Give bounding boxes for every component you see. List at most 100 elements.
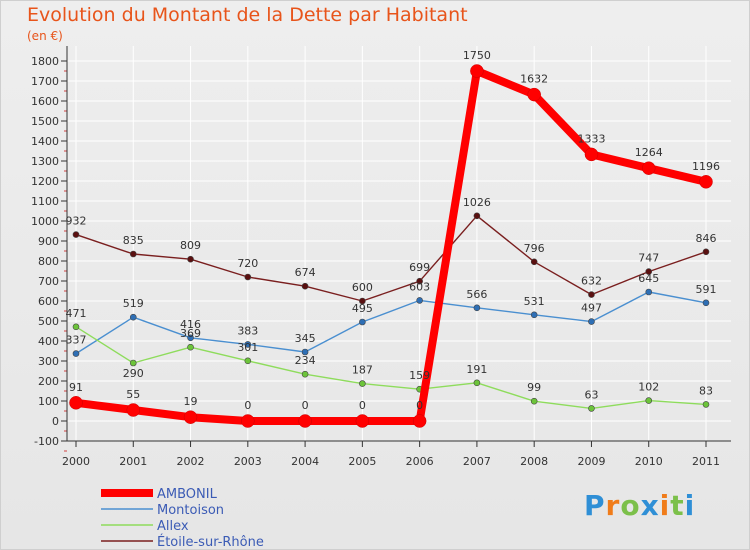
data-point xyxy=(241,414,255,428)
data-point xyxy=(126,403,141,417)
y-tick-label: 800 xyxy=(38,255,59,268)
data-label: 674 xyxy=(295,266,316,279)
data-point xyxy=(588,318,595,325)
data-point xyxy=(187,334,194,342)
data-label: 159 xyxy=(409,369,430,382)
data-label: 1333 xyxy=(577,132,605,145)
data-label: 645 xyxy=(638,272,659,285)
data-point xyxy=(301,370,309,378)
x-tick-label: 2001 xyxy=(119,455,147,468)
legend-label: Allex xyxy=(157,519,189,534)
data-label: 566 xyxy=(466,288,487,301)
y-tick-label: 900 xyxy=(38,235,59,248)
data-point xyxy=(702,401,710,408)
axes: -100010020030040050060070080090010001100… xyxy=(31,46,731,468)
data-label: 301 xyxy=(237,341,258,354)
data-label: 63 xyxy=(584,388,598,401)
data-label: 497 xyxy=(581,302,602,315)
x-tick-label: 2003 xyxy=(234,455,262,468)
x-tick-label: 2010 xyxy=(635,455,663,468)
data-point xyxy=(530,311,538,319)
data-point xyxy=(359,297,366,305)
data-label: 337 xyxy=(66,334,87,347)
data-point xyxy=(530,258,538,266)
data-label: 835 xyxy=(123,234,144,247)
chart-unit: (en €) xyxy=(27,29,63,43)
data-label: 632 xyxy=(581,275,602,288)
data-point xyxy=(645,268,653,275)
data-label: 1196 xyxy=(692,160,720,173)
y-tick-label: 100 xyxy=(38,395,59,408)
data-point xyxy=(359,380,366,387)
data-point xyxy=(298,414,312,428)
data-point xyxy=(645,397,653,404)
legend-label: Montoison xyxy=(157,503,224,518)
series-line xyxy=(75,215,707,302)
data-label: 0 xyxy=(302,399,309,412)
data-point xyxy=(412,414,427,428)
data-label: 846 xyxy=(696,232,717,245)
x-tick-label: 2004 xyxy=(291,455,319,468)
data-point xyxy=(69,396,83,410)
data-label: 932 xyxy=(66,215,87,228)
y-tick-label: 1800 xyxy=(31,55,59,68)
y-tick-label: 1600 xyxy=(31,95,59,108)
data-label: 1026 xyxy=(463,196,491,209)
data-label: 603 xyxy=(409,280,430,293)
y-tick-label: -100 xyxy=(34,435,59,448)
data-point xyxy=(588,291,595,298)
data-label: 1264 xyxy=(635,146,663,159)
y-tick-label: 400 xyxy=(38,335,59,348)
data-point xyxy=(187,343,194,351)
y-tick-label: 600 xyxy=(38,295,59,308)
data-label: 699 xyxy=(409,261,430,274)
data-point xyxy=(416,297,423,304)
data-point xyxy=(527,87,541,102)
y-tick-label: 200 xyxy=(38,375,59,388)
data-label: 1750 xyxy=(463,49,491,62)
y-tick-label: 1200 xyxy=(31,175,59,188)
data-point xyxy=(129,359,137,367)
data-label: 191 xyxy=(466,363,487,376)
y-tick-label: 0 xyxy=(52,415,59,428)
data-label: 0 xyxy=(359,399,366,412)
series-line xyxy=(75,67,707,425)
data-point xyxy=(301,282,309,290)
y-tick-label: 300 xyxy=(38,355,59,368)
data-label: 495 xyxy=(352,302,373,315)
data-label: 519 xyxy=(123,297,144,310)
data-point xyxy=(244,273,252,281)
logo-letter: t xyxy=(670,489,685,522)
data-point xyxy=(588,405,595,412)
y-tick-label: 1000 xyxy=(31,215,59,228)
data-label: 1632 xyxy=(520,73,548,86)
x-tick-label: 2011 xyxy=(692,455,720,468)
data-point xyxy=(129,313,137,321)
data-label: 720 xyxy=(237,257,258,270)
data-point xyxy=(702,248,710,256)
data-label: 83 xyxy=(699,384,713,397)
logo-letter: r xyxy=(605,489,621,522)
data-point xyxy=(473,379,481,387)
logo-letter: i xyxy=(684,489,696,522)
data-point xyxy=(359,318,366,326)
data-point xyxy=(244,357,252,365)
data-point xyxy=(584,147,599,162)
data-point xyxy=(699,175,713,189)
data-label: 809 xyxy=(180,239,201,252)
logo-letter: i xyxy=(659,489,671,522)
y-tick-label: 1700 xyxy=(31,75,59,88)
data-point xyxy=(641,161,656,175)
x-tick-label: 2000 xyxy=(62,455,90,468)
data-point xyxy=(129,250,137,258)
logo-letter: x xyxy=(640,489,660,522)
y-tick-label: 700 xyxy=(38,275,59,288)
data-label: 796 xyxy=(524,242,545,255)
data-label: 345 xyxy=(295,332,316,345)
data-point xyxy=(416,277,423,285)
series-line xyxy=(75,326,707,410)
data-label: 383 xyxy=(237,324,258,337)
x-tick-label: 2009 xyxy=(577,455,605,468)
